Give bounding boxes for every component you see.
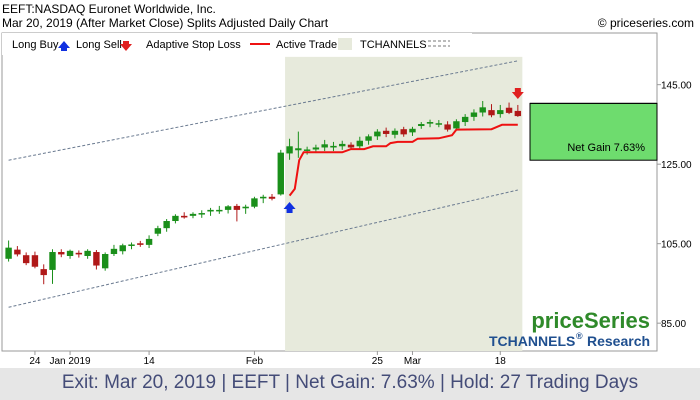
candle-body: [330, 145, 337, 148]
candle-body: [418, 124, 425, 127]
legend-long-sell: Long Sell: [76, 39, 122, 51]
candle-body: [207, 209, 214, 212]
candle-body: [224, 206, 232, 210]
candle-body: [163, 221, 170, 229]
y-tick-label: 105.00: [661, 240, 692, 251]
stop-loss-line: [288, 123, 518, 197]
candle-body: [453, 121, 460, 129]
legend-channels: TCHANNELS: [360, 39, 427, 51]
candle-body: [470, 112, 478, 117]
candle-body: [277, 152, 284, 195]
chart-subtitle: Mar 20, 2019 (After Market Close) Splits…: [2, 16, 329, 30]
sell-marker-icon: [511, 87, 524, 99]
x-tick-label: 24: [29, 356, 41, 367]
candle-body: [321, 144, 328, 148]
candle-body: [497, 110, 504, 115]
candle-body: [242, 206, 249, 209]
candle-body: [391, 130, 399, 135]
candle-body: [84, 250, 91, 256]
brand-tchannels: TCHANNELS: [489, 333, 575, 349]
candle-body: [426, 122, 434, 124]
legend-stop-loss: Adaptive Stop Loss: [146, 39, 241, 51]
candle-body: [93, 252, 100, 266]
candle-body: [216, 209, 223, 212]
net-gain-label: Net Gain 7.63%: [567, 142, 645, 154]
legend-long-buy: Long Buy: [12, 39, 59, 51]
x-tick-label: 18: [495, 356, 507, 367]
candle-body: [145, 238, 153, 245]
y-tick-label: 85.00: [661, 319, 686, 330]
buy-marker-icon: [283, 201, 296, 213]
candle-body: [488, 110, 495, 116]
trade-summary: Exit: Mar 20, 2019 | EEFT | Net Gain: 7.…: [61, 372, 639, 393]
candle-body: [409, 128, 416, 133]
candle-body: [189, 213, 197, 216]
candle-body: [101, 254, 109, 269]
candle-body: [312, 147, 320, 150]
net-gain-box: [529, 102, 658, 161]
candle-body: [356, 140, 363, 147]
legend-active-trade: Active Trade: [276, 39, 337, 51]
candle-body: [374, 131, 381, 137]
x-tick-label: Feb: [246, 356, 264, 367]
candle-body: [339, 143, 346, 147]
x-tick-label: Jan 2019: [49, 356, 91, 367]
candle-body: [172, 215, 179, 222]
candle-body: [58, 252, 65, 255]
candle-body: [444, 124, 451, 130]
candle-body: [66, 250, 74, 256]
x-tick-label: Mar: [404, 356, 422, 367]
active-trade-region: [285, 56, 523, 351]
brand-logo: priceSeries: [531, 308, 650, 333]
candle-body: [461, 116, 469, 123]
copyright-text: © priceseries.com: [597, 16, 694, 30]
candle-body: [400, 129, 407, 135]
y-tick-label: 145.00: [661, 81, 692, 92]
candle-body: [260, 196, 267, 199]
brand-research: Research: [587, 333, 650, 349]
channel-upper-line: [8, 60, 518, 161]
candle-body: [5, 247, 12, 259]
candle-body: [31, 255, 39, 267]
buy-arrow-icon: [58, 41, 70, 51]
candle-body: [365, 136, 372, 141]
legend: Long Buy Long Sell Adaptive Stop Loss Ac…: [2, 33, 472, 55]
candle-body: [154, 228, 162, 234]
candle-body: [14, 249, 21, 255]
candle-body: [347, 144, 355, 148]
candle-body: [435, 123, 443, 125]
y-tick-label: 125.00: [661, 160, 692, 171]
chart-title: EEFT:NASDAQ Euronet Worldwide, Inc.: [2, 2, 216, 16]
channel-lower-line: [8, 189, 518, 308]
candle-body: [119, 245, 126, 252]
candle-body: [22, 255, 30, 264]
footer-bar: [0, 368, 700, 400]
candle-body: [137, 243, 144, 245]
candle-body: [251, 198, 258, 207]
candle-body: [40, 269, 47, 276]
candle-body: [479, 107, 486, 113]
candle-body: [268, 196, 276, 199]
candle-body: [198, 213, 205, 215]
candle-body: [505, 107, 513, 113]
x-tick-label: 14: [144, 356, 156, 367]
candle-body: [233, 205, 241, 210]
candle-body: [110, 248, 118, 255]
legend-background: [2, 33, 472, 55]
candle-body: [128, 244, 135, 246]
candle-body: [295, 148, 302, 151]
brand-registered: ®: [576, 331, 583, 341]
candle-body: [382, 130, 390, 134]
x-tick-label: 25: [372, 356, 384, 367]
candle-body: [49, 252, 56, 270]
candle-body: [181, 215, 188, 218]
active-trade-swatch: [338, 38, 352, 50]
sell-arrow-icon: [120, 41, 132, 51]
candle-body: [514, 110, 522, 117]
candle-body: [286, 146, 293, 154]
candle-body: [303, 149, 311, 151]
candle-body: [75, 252, 83, 255]
